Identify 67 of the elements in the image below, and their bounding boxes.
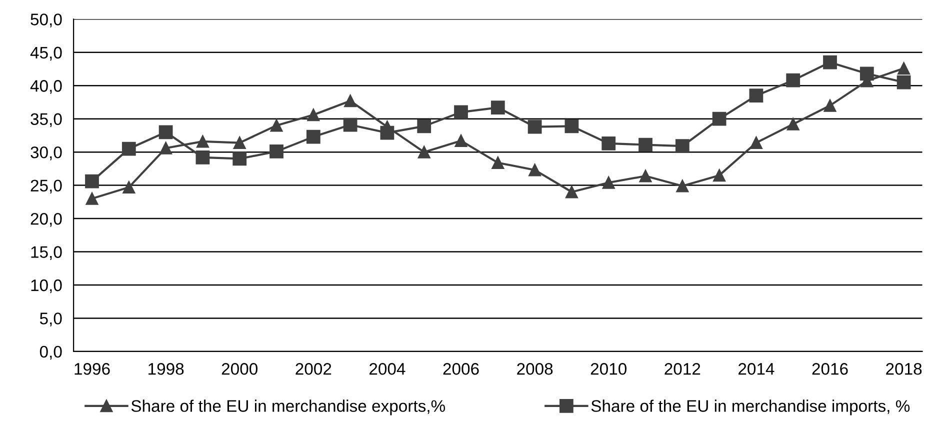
x-tick-label: 2000 [222, 363, 258, 375]
x-tick-label: 2014 [738, 363, 774, 375]
point [122, 142, 136, 156]
y-tick-label: 5,0 [40, 312, 62, 326]
point [786, 73, 800, 88]
legend-label: Share of the EU in merchandise exports,% [131, 400, 446, 416]
point [158, 125, 173, 140]
point [528, 164, 542, 176]
y-tick-label: 45,0 [30, 46, 62, 61]
point [602, 136, 616, 150]
y-tick-label: 20,0 [30, 212, 62, 227]
point [86, 192, 98, 205]
y-tick-label: 0,0 [40, 346, 62, 360]
y-tick-label: 15,0 [31, 246, 62, 260]
point [270, 119, 283, 132]
point [343, 118, 358, 132]
x-tick-label: 2010 [590, 363, 626, 375]
point [196, 135, 209, 148]
point [233, 136, 246, 150]
point [418, 146, 430, 158]
point [85, 174, 99, 188]
point [786, 118, 800, 130]
point [896, 75, 911, 90]
point [528, 120, 542, 134]
point [307, 108, 320, 122]
point [160, 142, 172, 154]
point [492, 156, 504, 169]
point [824, 99, 836, 112]
point [638, 138, 652, 152]
point [232, 152, 247, 166]
point [196, 150, 210, 164]
point [417, 119, 432, 134]
point [713, 169, 726, 182]
point [454, 105, 468, 120]
x-tick-label: 1996 [74, 363, 110, 375]
legend-label: Share of the EU in merchandise imports, % [591, 400, 910, 416]
point [490, 100, 505, 114]
point [750, 136, 762, 150]
point [454, 134, 468, 148]
point [898, 62, 910, 75]
point [270, 144, 284, 158]
x-tick-label: 2016 [812, 363, 848, 375]
point [823, 55, 837, 70]
x-tick-label: 2008 [517, 363, 553, 375]
y-tick-label: 35,0 [30, 113, 62, 128]
x-tick-label: 1998 [148, 363, 184, 375]
point [675, 139, 690, 154]
point [306, 130, 320, 144]
point [344, 94, 357, 108]
x-tick-label: 2004 [370, 363, 406, 375]
y-tick-label: 10,0 [31, 279, 62, 294]
x-tick-label: 2018 [886, 363, 922, 375]
point [712, 112, 726, 126]
y-tick-label: 40,0 [30, 80, 62, 94]
point [564, 119, 579, 134]
x-tick-label: 2006 [443, 363, 479, 375]
point [749, 88, 764, 103]
point [639, 170, 652, 182]
point [565, 186, 578, 198]
y-tick-label: 50,0 [30, 14, 62, 28]
x-tick-label: 2002 [296, 363, 332, 375]
point [676, 180, 689, 192]
y-tick-label: 25,0 [30, 180, 62, 194]
x-tick-label: 2012 [664, 363, 700, 375]
point [602, 176, 615, 189]
y-tick-label: 30,0 [30, 146, 62, 160]
point [122, 181, 136, 194]
